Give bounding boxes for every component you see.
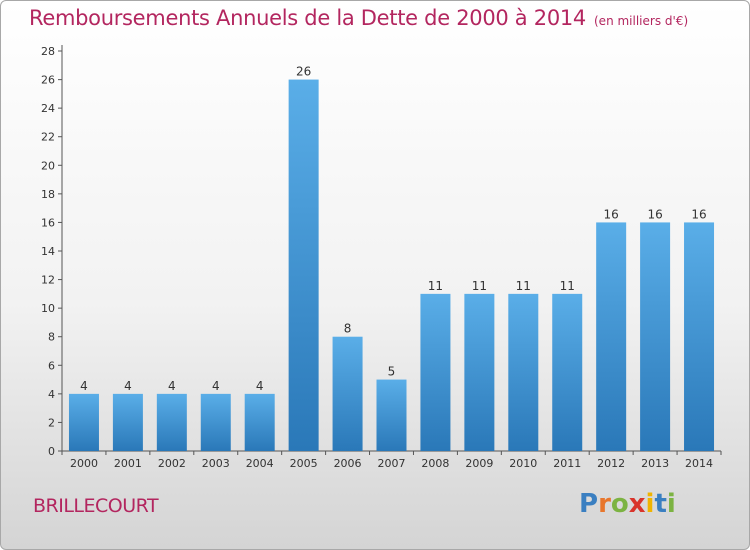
y-tick-label: 8	[48, 331, 55, 344]
y-tick-label: 18	[41, 188, 55, 201]
x-tick-label: 2014	[685, 457, 713, 470]
bar	[596, 222, 627, 451]
x-tick-label: 2013	[641, 457, 669, 470]
data-label: 11	[560, 279, 575, 293]
y-tick-label: 22	[41, 131, 55, 144]
logo-letter: o	[610, 489, 629, 519]
data-label: 8	[344, 322, 352, 336]
y-tick-label: 0	[48, 445, 55, 458]
data-label: 4	[256, 379, 264, 393]
bar	[420, 293, 451, 451]
data-label: 4	[168, 379, 176, 393]
bar	[244, 393, 275, 451]
logo-letter: P	[579, 489, 599, 519]
logo-letter: i	[645, 489, 655, 519]
bar	[376, 379, 407, 451]
x-tick-label: 2005	[290, 457, 318, 470]
y-tick-label: 10	[41, 302, 55, 315]
commune-name: BRILLECOURT	[33, 495, 159, 517]
x-tick-label: 2008	[421, 457, 449, 470]
bars	[68, 79, 715, 452]
bar	[552, 293, 583, 451]
logo-letter: r	[598, 489, 611, 519]
bar	[288, 79, 319, 452]
logo-letter: i	[666, 489, 676, 519]
y-tick-label: 12	[41, 274, 55, 287]
bar	[68, 393, 99, 451]
x-tick-label: 2012	[597, 457, 625, 470]
data-label: 26	[296, 65, 311, 79]
bar	[200, 393, 231, 451]
y-tick-label: 26	[41, 74, 55, 87]
y-tick-label: 16	[41, 216, 55, 229]
y-tick-label: 6	[48, 359, 55, 372]
x-tick-label: 2000	[70, 457, 98, 470]
x-tick-label: 2004	[246, 457, 274, 470]
x-tick-label: 2001	[114, 457, 142, 470]
data-label: 11	[428, 279, 443, 293]
data-label: 16	[647, 207, 662, 221]
chart-title: Remboursements Annuels de la Dette de 20…	[29, 6, 586, 30]
bar	[332, 336, 363, 451]
x-tick-label: 2002	[158, 457, 186, 470]
x-tick-label: 2007	[378, 457, 406, 470]
data-label: 5	[388, 365, 396, 379]
data-label: 4	[212, 379, 220, 393]
x-tick-label: 2011	[553, 457, 581, 470]
y-tick-label: 2	[48, 416, 55, 429]
bar	[684, 222, 715, 451]
x-tick-label: 2009	[465, 457, 493, 470]
y-tick-label: 4	[48, 388, 55, 401]
logo-letter: x	[628, 489, 646, 519]
y-tick-label: 28	[41, 45, 55, 58]
data-label: 11	[516, 279, 531, 293]
chart-subtitle: (en milliers d'€)	[594, 14, 689, 28]
data-label: 4	[80, 379, 88, 393]
bar	[112, 393, 143, 451]
data-label: 4	[124, 379, 132, 393]
logo-letter: t	[654, 489, 667, 519]
y-tick-label: 24	[41, 102, 55, 115]
bar	[640, 222, 671, 451]
x-tick-label: 2003	[202, 457, 230, 470]
title-block: Remboursements Annuels de la Dette de 20…	[29, 6, 688, 30]
bar	[156, 393, 187, 451]
data-label: 16	[691, 207, 706, 221]
bar	[464, 293, 495, 451]
y-tick-label: 20	[41, 159, 55, 172]
data-label: 16	[604, 207, 619, 221]
bar	[508, 293, 539, 451]
data-label: 11	[472, 279, 487, 293]
y-tick-label: 14	[41, 245, 55, 258]
x-tick-label: 2010	[509, 457, 537, 470]
x-tick-label: 2006	[334, 457, 362, 470]
proxiti-logo[interactable]: Proxiti	[579, 489, 676, 519]
